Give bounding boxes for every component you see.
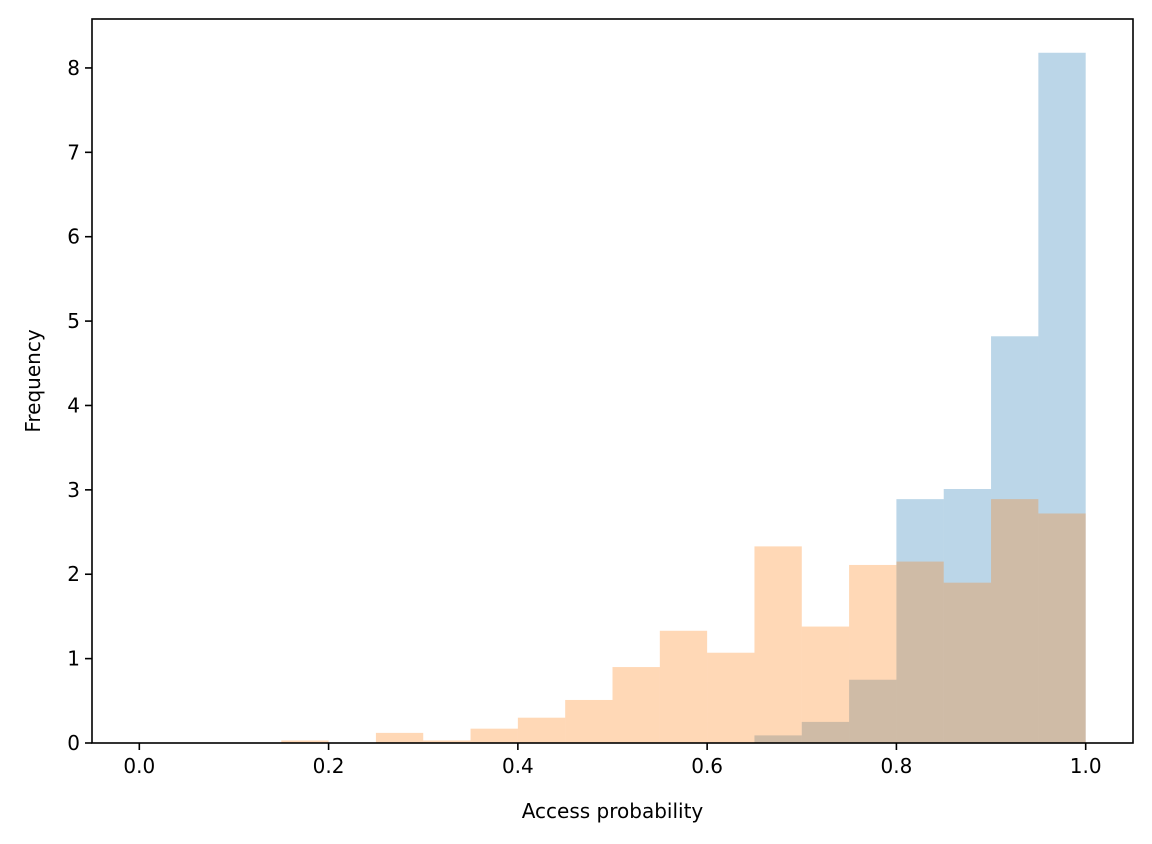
histogram-bar [849, 679, 897, 743]
y-tick-label: 0 [67, 731, 80, 755]
x-tick-label: 0.0 [123, 754, 155, 778]
histogram-bars [281, 52, 1086, 743]
series-2 [281, 499, 1086, 743]
histogram-bar [470, 728, 518, 743]
histogram-bar [991, 336, 1039, 743]
histogram-bar [801, 626, 850, 743]
y-tick-label: 4 [67, 393, 80, 417]
x-tick-label: 0.8 [881, 754, 913, 778]
histogram-bar [1038, 513, 1086, 743]
histogram-bar [281, 740, 329, 743]
histogram-bar [375, 732, 424, 743]
histogram-bar [754, 735, 802, 743]
y-tick-label: 1 [67, 647, 80, 671]
x-tick-label: 0.4 [502, 754, 534, 778]
histogram-bar [707, 652, 755, 743]
x-tick-label: 0.2 [313, 754, 345, 778]
histogram-bar [612, 667, 660, 743]
y-tick-label: 5 [67, 309, 80, 333]
histogram-bar [991, 499, 1039, 743]
histogram-bar [565, 699, 613, 743]
y-tick-label: 2 [67, 562, 80, 586]
x-tick-label: 1.0 [1070, 754, 1102, 778]
histogram-bar [423, 740, 471, 743]
histogram-bar [849, 564, 897, 743]
axes-frame [91, 18, 1134, 744]
series-1 [754, 52, 1086, 743]
x-tick-label: 0.6 [691, 754, 723, 778]
histogram-bar [896, 499, 944, 743]
histogram-bar [943, 489, 992, 743]
histogram-bar [517, 717, 566, 743]
y-axis-label: Frequency [21, 329, 45, 432]
y-axis-ticks: 0 1 2 3 4 5 6 7 8 [67, 56, 92, 755]
histogram-bar [1038, 52, 1086, 743]
y-tick-label: 8 [67, 56, 80, 80]
x-axis-ticks: 0.0 0.2 0.4 0.6 0.8 1.0 [123, 743, 1102, 778]
histogram-bar [659, 630, 708, 743]
histogram-bar [896, 561, 944, 743]
histogram-bar [754, 546, 802, 743]
y-tick-label: 3 [67, 478, 80, 502]
histogram-bar [943, 582, 992, 743]
y-tick-label: 7 [67, 140, 80, 164]
y-tick-label: 6 [67, 225, 80, 249]
histogram-bar [801, 721, 850, 743]
x-axis-label: Access probability [522, 799, 704, 823]
